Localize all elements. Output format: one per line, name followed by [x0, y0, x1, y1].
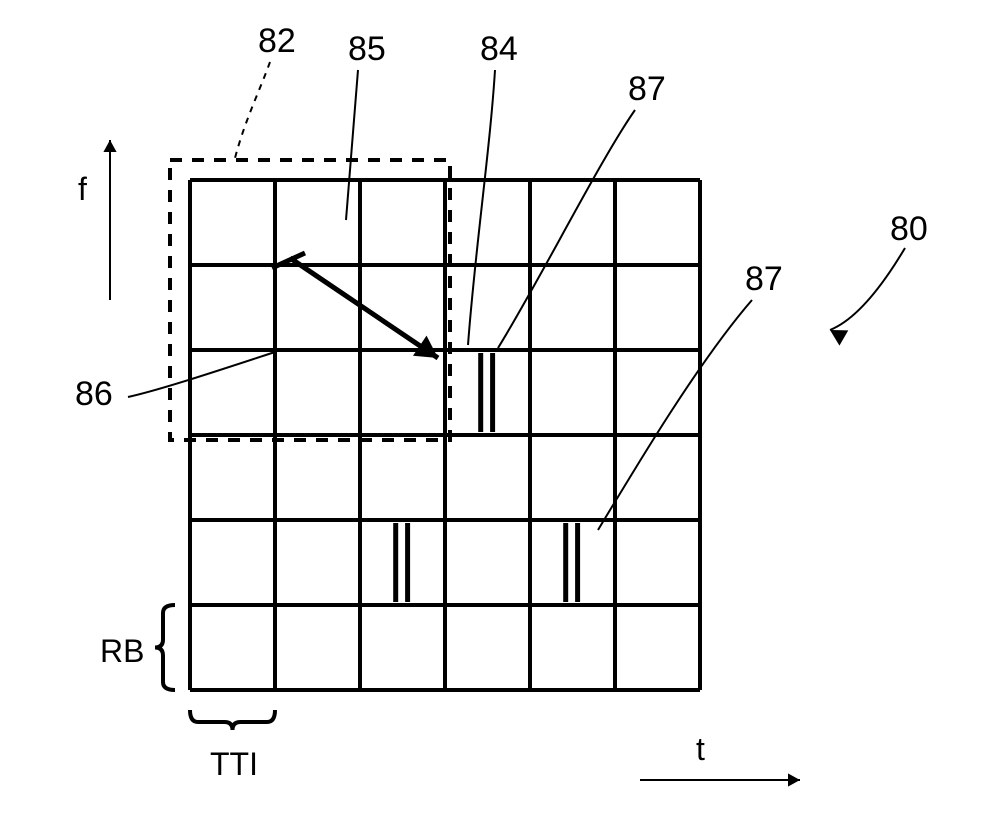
label-n87a: 87 — [628, 70, 666, 108]
label-n86: 86 — [75, 375, 113, 413]
label-n84: 84 — [480, 30, 518, 68]
label-n85: 85 — [348, 30, 386, 68]
diagram-canvas: f t RB TTI 82 85 84 87 87 80 86 — [0, 0, 1000, 816]
label-n82: 82 — [258, 22, 296, 60]
label-f: f — [78, 171, 87, 207]
label-t: t — [696, 731, 705, 767]
label-n80: 80 — [890, 210, 928, 248]
label-n87b: 87 — [745, 260, 783, 298]
label-TTI: TTI — [210, 746, 258, 782]
label-RB: RB — [100, 633, 144, 669]
